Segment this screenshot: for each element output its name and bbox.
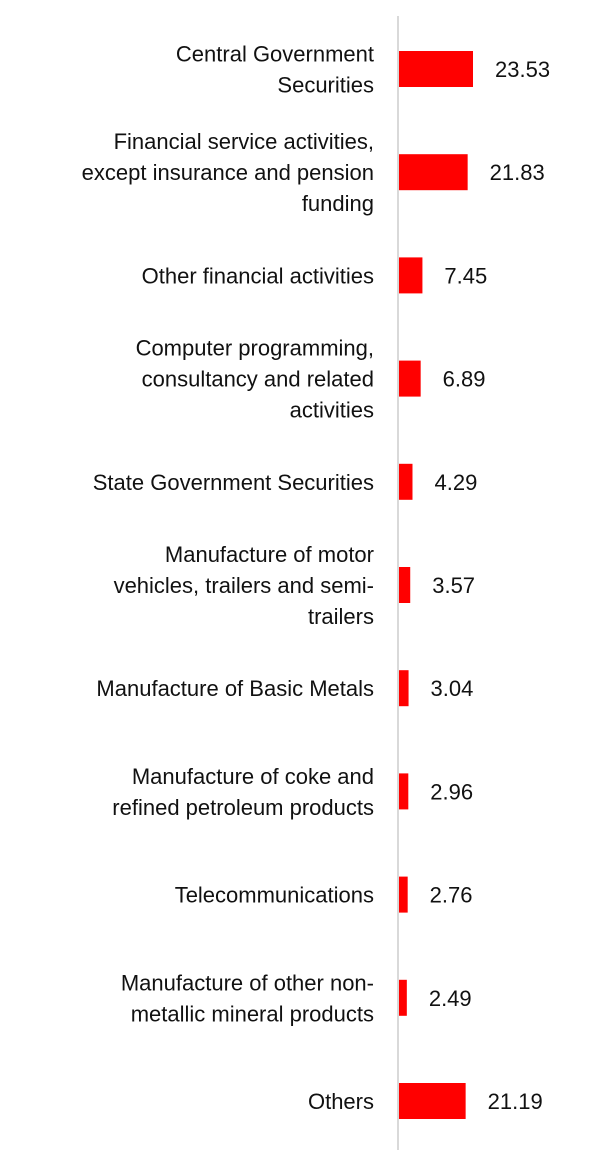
category-label-7-line-0: Manufacture of coke and [132, 764, 374, 789]
category-label-4-line-0: State Government Securities [93, 470, 374, 495]
category-label-8: Telecommunications [175, 883, 374, 908]
value-label-10: 21.19 [488, 1089, 543, 1114]
category-label-1-line-2: funding [302, 191, 374, 216]
value-label-6: 3.04 [431, 676, 474, 701]
category-label-3-line-0: Computer programming, [136, 336, 374, 361]
category-label-0: Central Government Securities [176, 42, 374, 98]
bar-10 [399, 1083, 466, 1119]
value-label-2: 7.45 [444, 263, 487, 288]
bars-group [399, 51, 473, 1119]
category-label-5-line-1: vehicles, trailers and semi- [114, 573, 374, 598]
category-label-9-line-0: Manufacture of other non- [121, 970, 374, 995]
value-label-3: 6.89 [443, 367, 486, 392]
value-labels-group: 23.53 21.83 7.45 6.89 4.29 3.57 3.04 2.96 2.76 2.… [429, 57, 550, 1114]
category-label-7: Manufacture of coke and refined petroleum… [112, 764, 374, 820]
category-label-3: Computer programming, consultancy and rel… [136, 336, 374, 423]
category-label-7-line-1: refined petroleum products [112, 795, 374, 820]
bar-2 [399, 257, 423, 294]
bar-8 [399, 876, 408, 913]
value-label-9: 2.49 [429, 986, 472, 1011]
category-label-6: Manufacture of Basic Metals [96, 676, 374, 701]
category-labels-group: Central Government Securities Financial se… [82, 42, 374, 1115]
category-label-3-line-2: activities [290, 398, 374, 423]
category-label-5-line-2: trailers [308, 604, 374, 629]
category-label-0-line-1: Securities [277, 73, 374, 98]
bar-9 [399, 979, 407, 1016]
category-label-1: Financial service activities, except insu… [82, 129, 374, 216]
category-label-4: State Government Securities [93, 470, 374, 495]
category-label-5-line-0: Manufacture of motor [165, 542, 374, 567]
category-label-1-line-1: except insurance and pension [82, 160, 374, 185]
bar-3 [399, 360, 421, 397]
bar-4 [399, 463, 413, 500]
category-label-10: Others [308, 1089, 374, 1114]
value-label-5: 3.57 [432, 573, 475, 598]
category-label-6-line-0: Manufacture of Basic Metals [96, 676, 374, 701]
value-label-0: 23.53 [495, 57, 550, 82]
category-label-0-line-0: Central Government [176, 42, 374, 67]
category-label-9-line-1: metallic mineral products [131, 1001, 374, 1026]
bar-7 [399, 773, 409, 810]
bar-5 [399, 567, 411, 603]
category-label-10-line-0: Others [308, 1089, 374, 1114]
category-label-8-line-0: Telecommunications [175, 883, 374, 908]
category-label-2: Other financial activities [142, 263, 374, 288]
category-label-2-line-0: Other financial activities [142, 263, 374, 288]
bar-1 [399, 154, 468, 191]
bar-0 [399, 51, 473, 87]
category-label-5: Manufacture of motor vehicles, trailers a… [114, 542, 374, 629]
category-label-3-line-1: consultancy and related [142, 367, 374, 392]
category-label-1-line-0: Financial service activities, [114, 129, 374, 154]
bar-6 [399, 670, 409, 707]
value-label-7: 2.96 [430, 779, 473, 804]
value-label-4: 4.29 [434, 470, 477, 495]
value-label-8: 2.76 [430, 883, 473, 908]
category-label-9: Manufacture of other non-metallic minera… [121, 970, 374, 1026]
value-label-1: 21.83 [490, 160, 545, 185]
